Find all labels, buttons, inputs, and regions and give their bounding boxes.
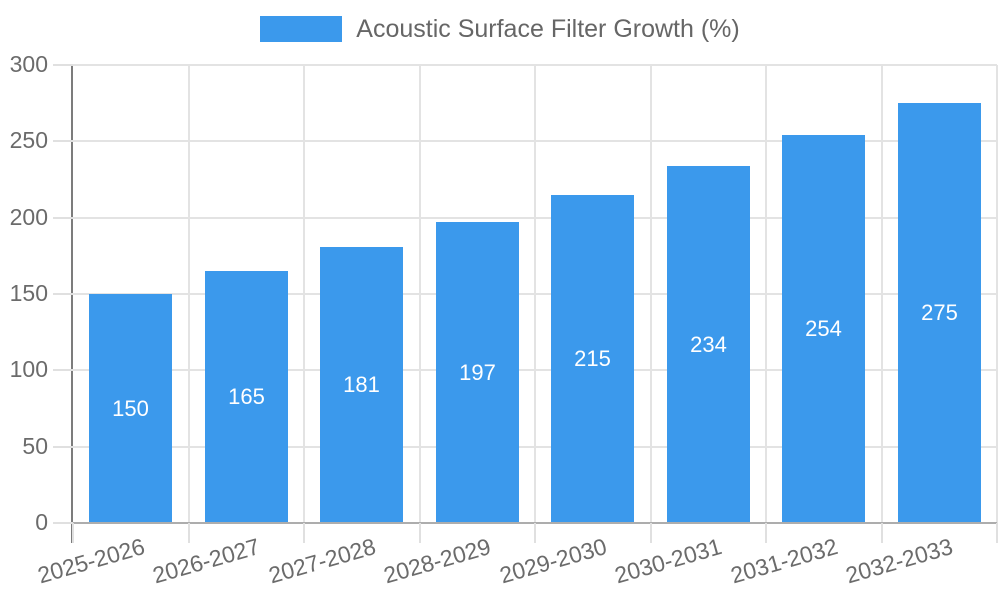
y-axis-tick-label: 50 [22, 432, 48, 459]
y-axis-tick-label: 100 [9, 356, 48, 383]
x-axis-tick-label: 2032-2033 [842, 533, 956, 589]
y-tick-mark [53, 140, 73, 143]
legend[interactable]: Acoustic Surface Filter Growth (%) [0, 16, 1000, 42]
x-axis-tick-label: 2027-2028 [265, 533, 379, 589]
vertical-gridline [418, 65, 421, 523]
y-tick-mark [53, 64, 73, 66]
bar[interactable]: 254 [782, 135, 865, 523]
x-axis-tick-label: 2030-2031 [611, 533, 725, 589]
bar-value-label: 275 [921, 300, 958, 325]
bar[interactable]: 215 [551, 195, 634, 523]
y-tick-mark [53, 216, 73, 219]
x-axis-tick-label: 2026-2027 [149, 533, 263, 589]
bar[interactable]: 197 [436, 222, 519, 523]
y-tick-mark [53, 293, 73, 295]
bar[interactable]: 181 [320, 247, 403, 523]
vertical-gridline [649, 65, 652, 523]
legend-swatch [260, 16, 343, 42]
y-axis-tick-label: 250 [9, 127, 48, 154]
y-axis-tick-label: 300 [9, 51, 48, 78]
y-axis-line [71, 65, 73, 543]
bar-value-label: 215 [574, 346, 611, 371]
y-tick-mark [53, 369, 73, 372]
x-tick-mark [72, 523, 74, 543]
plot-area: 150 165 181 197 215 234 254 275 [73, 64, 998, 523]
y-axis-tick-label: 0 [35, 509, 48, 536]
x-tick-mark [303, 523, 305, 543]
bar-value-label: 234 [690, 331, 727, 357]
vertical-gridline [534, 65, 536, 523]
y-tick-mark [53, 522, 73, 524]
bar[interactable]: 234 [667, 166, 750, 523]
x-tick-mark [880, 523, 883, 543]
bar-value-label: 150 [112, 395, 149, 421]
vertical-gridline [996, 65, 998, 523]
x-tick-mark [418, 523, 421, 543]
x-axis-tick-label: 2028-2029 [380, 533, 494, 589]
bar[interactable]: 150 [89, 294, 172, 523]
x-tick-mark [765, 523, 767, 543]
x-tick-mark [996, 523, 998, 543]
y-axis-tick-label: 200 [9, 203, 48, 230]
vertical-gridline [187, 65, 190, 523]
vertical-gridline [880, 65, 883, 523]
x-tick-mark [187, 523, 190, 543]
x-tick-mark [534, 523, 536, 543]
bar[interactable]: 165 [205, 271, 288, 523]
bar[interactable]: 275 [898, 103, 981, 523]
bar-value-label: 165 [228, 384, 265, 409]
bar-value-label: 254 [805, 316, 842, 341]
y-axis-tick-label: 150 [9, 280, 48, 307]
vertical-gridline [765, 65, 767, 523]
legend-label: Acoustic Surface Filter Growth (%) [356, 14, 740, 43]
bar-value-label: 197 [459, 359, 496, 385]
x-axis-line [53, 522, 997, 524]
vertical-gridline [303, 65, 305, 523]
x-axis-tick-label: 2031-2032 [727, 533, 841, 589]
x-axis-tick-label: 2029-2030 [496, 533, 610, 589]
bar-value-label: 181 [343, 372, 380, 397]
x-tick-mark [649, 523, 652, 543]
x-axis-tick-label: 2025-2026 [34, 533, 148, 589]
y-tick-mark [53, 445, 73, 448]
